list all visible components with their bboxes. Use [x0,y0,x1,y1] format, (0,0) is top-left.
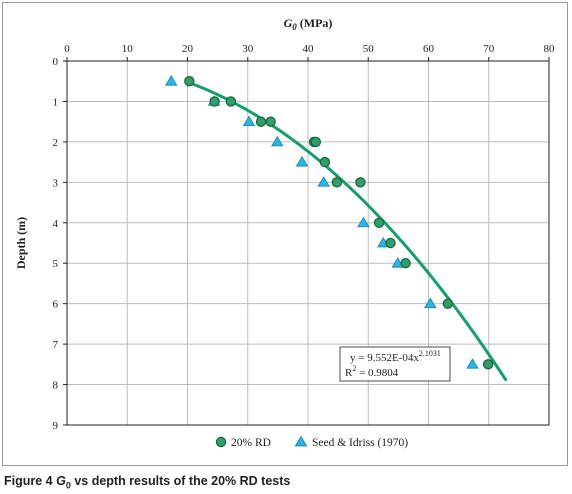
trendline-equation: y = 9.552E-04x2.1031 [350,349,441,364]
caption-prefix: Figure 4 [4,474,57,488]
x-tick-label: 30 [242,43,254,55]
data-point-seed-idriss [357,216,370,228]
figure-caption: Figure 4 G0 vs depth results of the 20% … [4,474,290,491]
x-tick-label: 80 [544,43,556,55]
legend-label-20-rd: 20% RD [231,437,271,449]
y-tick-label: 8 [53,380,59,392]
series-layer [164,75,494,370]
caption-suffix: vs depth results of the 20% RD tests [70,474,291,488]
data-point-seed-idriss [295,156,309,167]
y-tick-label: 4 [53,218,59,230]
y-tick-label: 0 [53,56,59,68]
y-tick-label: 5 [53,258,59,270]
caption-variable: G [56,474,66,488]
x-tick-label: 40 [303,43,315,55]
data-point-20-rd [209,96,220,107]
data-point-20-rd [482,359,494,370]
data-point-20-rd [400,258,411,269]
data-point-20-rd [385,237,396,249]
legend: 20% RD Seed & Idriss (1970) [215,435,408,449]
data-point-20-rd [255,116,267,127]
data-point-20-rd [225,96,237,107]
data-point-20-rd [355,177,366,188]
data-point-20-rd [319,156,331,168]
data-point-seed-idriss [164,75,178,86]
data-point-20-rd [442,298,453,309]
y-axis-title: Depth (m) [14,217,28,269]
data-point-20-rd [373,217,385,228]
data-point-20-rd [184,76,195,87]
x-tick-label: 60 [423,43,435,55]
legend-label-seed-idriss: Seed & Idriss (1970) [312,437,408,449]
trendline-r-squared: R2 = 0.9804 [345,364,399,379]
data-point-seed-idriss [242,115,256,127]
equation-box: y = 9.552E-04x2.1031 R2 = 0.9804 [339,346,451,382]
data-point-seed-idriss [317,176,330,187]
data-point-seed-idriss [424,297,437,309]
y-tick-label: 7 [53,339,59,351]
legend-marker-seed-idriss [294,435,308,447]
x-axis-title: G0 (MPa) [284,16,333,32]
data-point-seed-idriss [466,358,479,369]
caption-subscript: 0 [65,480,71,491]
x-tick-label: 70 [483,43,495,55]
data-point-seed-idriss [271,135,284,147]
x-tick-label: 10 [122,43,134,55]
trendline [187,81,508,382]
y-tick-label: 3 [53,177,59,189]
equation-box-border [339,346,451,382]
figure-frame: 0 10 20 30 40 50 60 70 80 0 1 2 3 4 5 6 7 8 9 G0 (MPa) De… [2,2,568,466]
x-tick-label: 0 [64,43,70,55]
chart: 0 10 20 30 40 50 60 70 80 0 1 2 3 4 5 6 7 8 9 G0 (MPa) De… [14,16,555,449]
data-point-20-rd [265,116,276,127]
grid-layer [67,61,549,425]
y-tick-label: 1 [53,96,59,108]
legend-marker-20-rd [215,436,227,448]
data-point-20-rd [310,136,322,148]
x-tick-label: 50 [363,43,375,55]
x-tick-labels: 0 10 20 30 40 50 60 70 80 [64,43,555,61]
x-tick-label: 20 [182,43,194,55]
y-tick-label: 6 [53,299,59,311]
data-point-20-rd [331,177,343,188]
y-tick-labels: 0 1 2 3 4 5 6 7 8 9 [53,56,67,432]
y-tick-label: 2 [53,137,59,149]
y-tick-label: 9 [53,420,59,432]
